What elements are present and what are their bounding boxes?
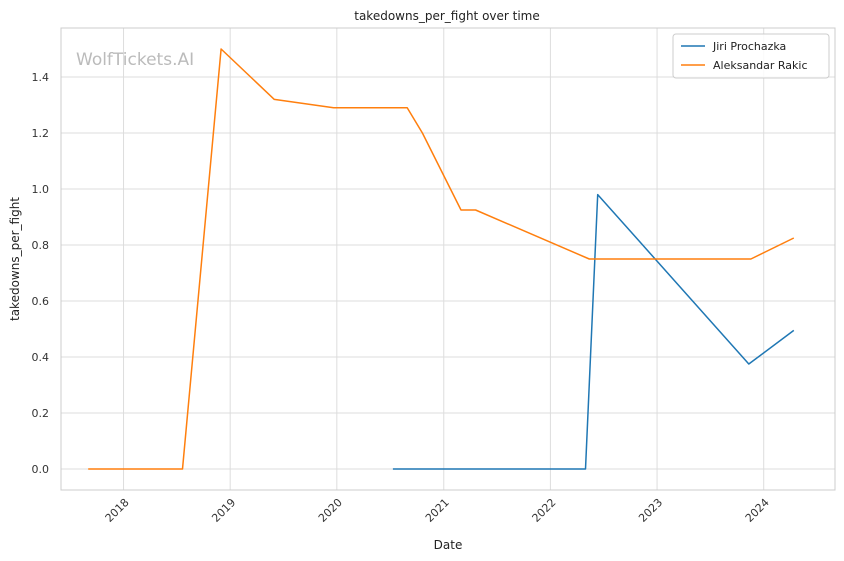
- series-line-2: [88, 48, 795, 470]
- x-tick-label: 2024: [743, 496, 772, 525]
- legend-box: [672, 33, 830, 79]
- legend: Jiri Prochazka Aleksandar Rakic: [672, 33, 830, 79]
- series-lines: [88, 48, 795, 470]
- x-tick-label: 2023: [636, 496, 665, 525]
- legend-label: Aleksandar Rakic: [713, 59, 808, 72]
- x-tick-label: 2018: [103, 496, 132, 525]
- plot-area-frame: [60, 27, 836, 491]
- y-tick-label: 1.2: [32, 127, 50, 140]
- x-tick-label: 2022: [530, 496, 559, 525]
- y-tick-label: 0.2: [32, 407, 50, 420]
- x-tick-label: 2020: [316, 496, 345, 525]
- y-tick-label: 1.0: [32, 183, 50, 196]
- series-line-1: [392, 193, 795, 470]
- x-axis-ticks: 2018 2019 2020 2021 2022 2023 2024: [103, 496, 772, 525]
- legend-label: Jiri Prochazka: [712, 40, 786, 53]
- y-tick-label: 0.6: [32, 295, 50, 308]
- y-axis-title: takedowns_per_fight: [8, 197, 22, 321]
- y-tick-label: 0.0: [32, 463, 50, 476]
- x-axis-title: Date: [434, 538, 463, 552]
- x-tick-label: 2019: [209, 496, 238, 525]
- watermark: WolfTickets.AI: [76, 50, 194, 70]
- chart-title: takedowns_per_fight over time: [354, 9, 540, 23]
- y-tick-label: 0.8: [32, 239, 50, 252]
- x-tick-label: 2021: [423, 496, 452, 525]
- y-tick-label: 0.4: [32, 351, 50, 364]
- y-axis-ticks: 0.0 0.2 0.4 0.6 0.8 1.0 1.2 1.4: [32, 71, 50, 476]
- y-tick-label: 1.4: [32, 71, 50, 84]
